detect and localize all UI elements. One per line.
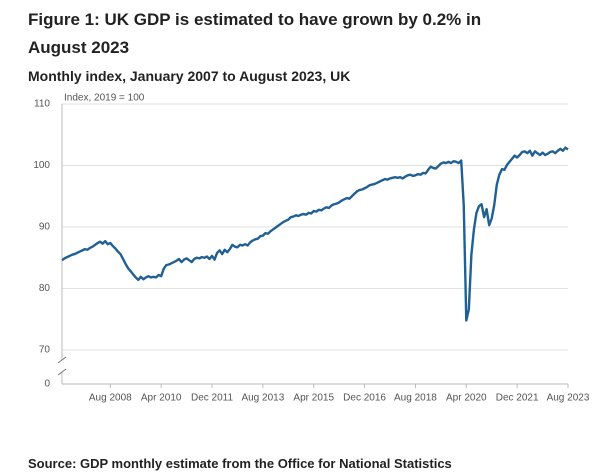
x-tick-label: Apr 2015	[293, 393, 334, 404]
x-tick-label: Dec 2016	[343, 393, 386, 404]
source: Source: GDP monthly estimate from the Of…	[28, 456, 452, 471]
x-tick-label: Aug 2018	[394, 393, 437, 404]
x-tick-label: Aug 2008	[89, 393, 132, 404]
axis-break	[57, 356, 67, 364]
x-tick-label: Aug 2023	[547, 393, 590, 404]
y-tick-label: 80	[39, 283, 51, 294]
y-tick-label: 110	[34, 99, 50, 110]
x-tick-label: Apr 2020	[446, 393, 487, 404]
y-tick-label: 0	[44, 379, 50, 390]
chart-subtitle: Monthly index, January 2007 to August 20…	[28, 68, 351, 84]
x-tick-label: Apr 2010	[141, 393, 182, 404]
x-tick-label: Dec 2011	[191, 393, 234, 404]
y-axis-label: Index, 2019 = 100	[64, 93, 145, 104]
chart-title: Figure 1: UK GDP is estimated to have gr…	[28, 10, 482, 57]
y-tick-label: 100	[33, 160, 50, 171]
x-tick-label: Aug 2013	[241, 393, 284, 404]
y-tick-label: 70	[39, 345, 51, 356]
data-line	[61, 146, 569, 322]
x-tick-label: Dec 2021	[496, 393, 539, 404]
axis-break	[57, 368, 67, 376]
y-tick-label: 90	[39, 222, 51, 233]
